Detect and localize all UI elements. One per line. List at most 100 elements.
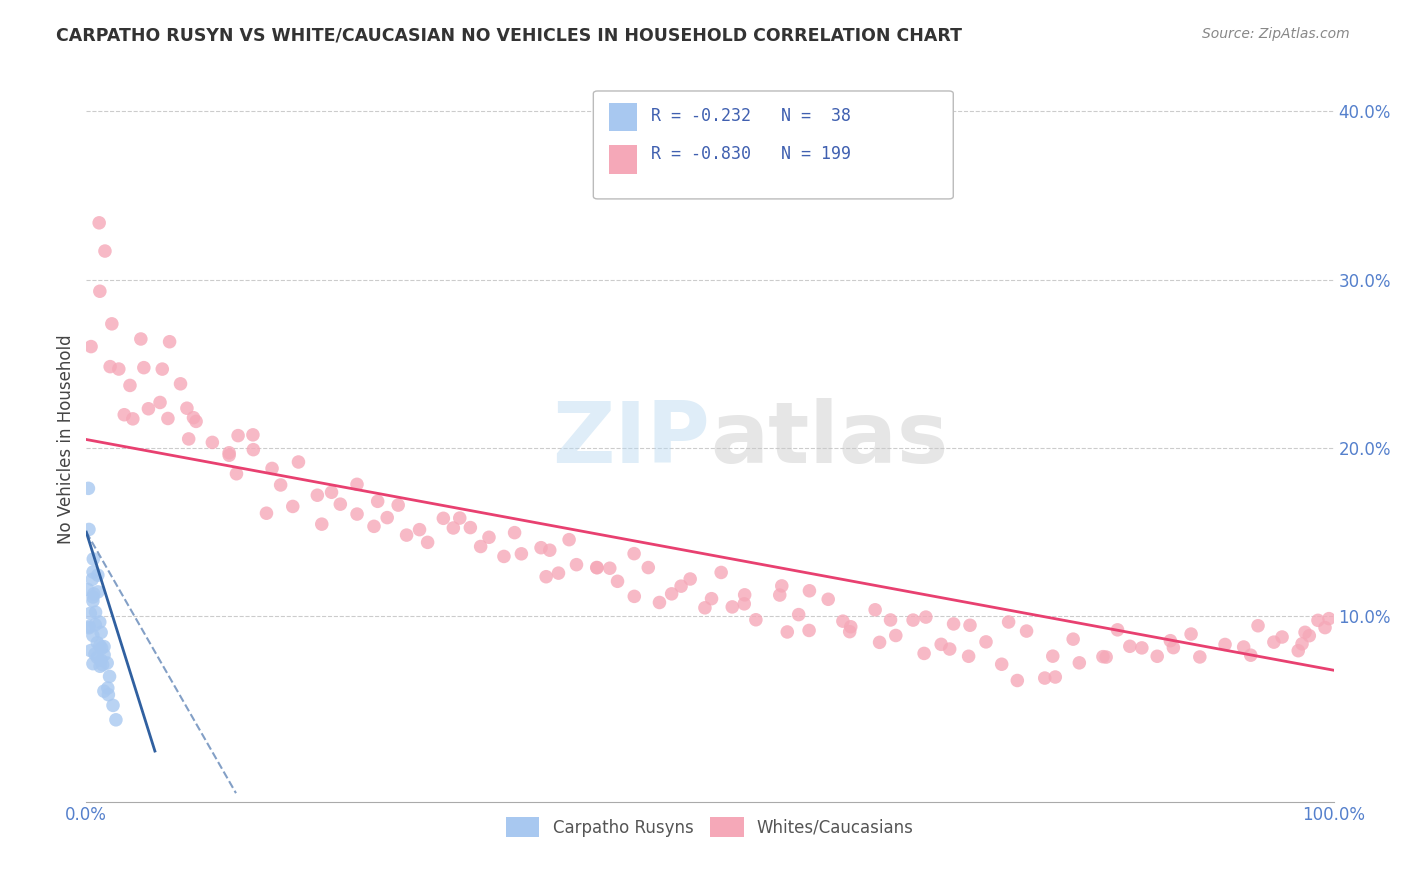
Point	[82, 657, 104, 671]
Point	[82, 573, 104, 587]
Text: R = -0.232   N =  38: R = -0.232 N = 38	[651, 107, 851, 125]
Point	[176, 401, 198, 416]
Point	[121, 412, 143, 426]
Point	[1130, 640, 1153, 655]
Point	[287, 455, 309, 469]
Point	[470, 540, 492, 554]
Point	[77, 619, 100, 633]
Point	[637, 560, 659, 574]
Point	[91, 657, 114, 672]
Point	[138, 401, 160, 416]
Point	[201, 435, 224, 450]
Point	[89, 659, 111, 673]
Point	[710, 566, 733, 580]
Point	[942, 616, 965, 631]
Point	[869, 635, 891, 649]
Point	[432, 511, 454, 525]
Point	[534, 570, 557, 584]
Point	[97, 688, 120, 702]
Point	[1298, 629, 1320, 643]
Point	[183, 410, 205, 425]
Point	[83, 587, 105, 601]
Point	[90, 625, 112, 640]
Point	[98, 359, 121, 374]
Point	[87, 568, 110, 582]
Point	[1163, 640, 1185, 655]
Point	[90, 653, 112, 667]
Point	[395, 528, 418, 542]
Point	[77, 481, 100, 495]
Point	[82, 552, 104, 566]
Point	[184, 414, 207, 428]
Point	[260, 461, 283, 475]
Point	[460, 520, 482, 534]
Point	[150, 362, 173, 376]
Point	[1146, 649, 1168, 664]
Text: ZIP: ZIP	[553, 398, 710, 481]
Point	[1188, 649, 1211, 664]
Point	[1062, 632, 1084, 647]
Point	[169, 376, 191, 391]
Point	[606, 574, 628, 589]
Point	[538, 543, 561, 558]
Point	[669, 579, 692, 593]
Point	[82, 590, 104, 604]
Point	[1291, 637, 1313, 651]
Point	[912, 647, 935, 661]
Point	[256, 506, 278, 520]
Point	[1095, 650, 1118, 665]
Point	[799, 583, 821, 598]
Point	[693, 600, 716, 615]
Point	[97, 681, 120, 695]
Point	[1271, 630, 1294, 644]
Point	[1247, 619, 1270, 633]
Point	[1313, 621, 1336, 635]
Point	[1213, 638, 1236, 652]
Point	[346, 507, 368, 521]
Y-axis label: No Vehicles in Household: No Vehicles in Household	[58, 334, 75, 544]
Point	[1180, 627, 1202, 641]
Point	[129, 332, 152, 346]
Point	[959, 618, 981, 632]
Point	[776, 624, 799, 639]
Point	[1286, 643, 1309, 657]
Point	[1042, 649, 1064, 664]
Point	[700, 591, 723, 606]
Text: R = -0.830   N = 199: R = -0.830 N = 199	[651, 145, 851, 163]
Point	[104, 713, 127, 727]
Point	[363, 519, 385, 533]
Point	[226, 428, 249, 442]
Point	[1240, 648, 1263, 663]
Point	[441, 521, 464, 535]
Point	[510, 547, 533, 561]
Point	[107, 362, 129, 376]
Point	[863, 603, 886, 617]
Point	[77, 621, 100, 635]
Point	[1294, 625, 1316, 640]
Point	[311, 517, 333, 532]
Point	[94, 244, 117, 258]
Point	[1091, 649, 1114, 664]
Point	[82, 594, 104, 608]
Point	[375, 510, 398, 524]
Point	[884, 628, 907, 642]
Point	[997, 615, 1019, 629]
Point	[929, 637, 952, 651]
Point	[832, 614, 855, 628]
Point	[547, 566, 569, 581]
Point	[734, 588, 756, 602]
Point	[586, 560, 609, 574]
Point	[218, 448, 240, 462]
Point	[733, 597, 755, 611]
Point	[957, 649, 980, 664]
Point	[1119, 640, 1142, 654]
Point	[132, 360, 155, 375]
Point	[149, 395, 172, 409]
Point	[321, 485, 343, 500]
Point	[225, 467, 247, 481]
Point	[387, 498, 409, 512]
Point	[177, 432, 200, 446]
Text: atlas: atlas	[710, 398, 948, 481]
Point	[218, 446, 240, 460]
Point	[1317, 612, 1340, 626]
